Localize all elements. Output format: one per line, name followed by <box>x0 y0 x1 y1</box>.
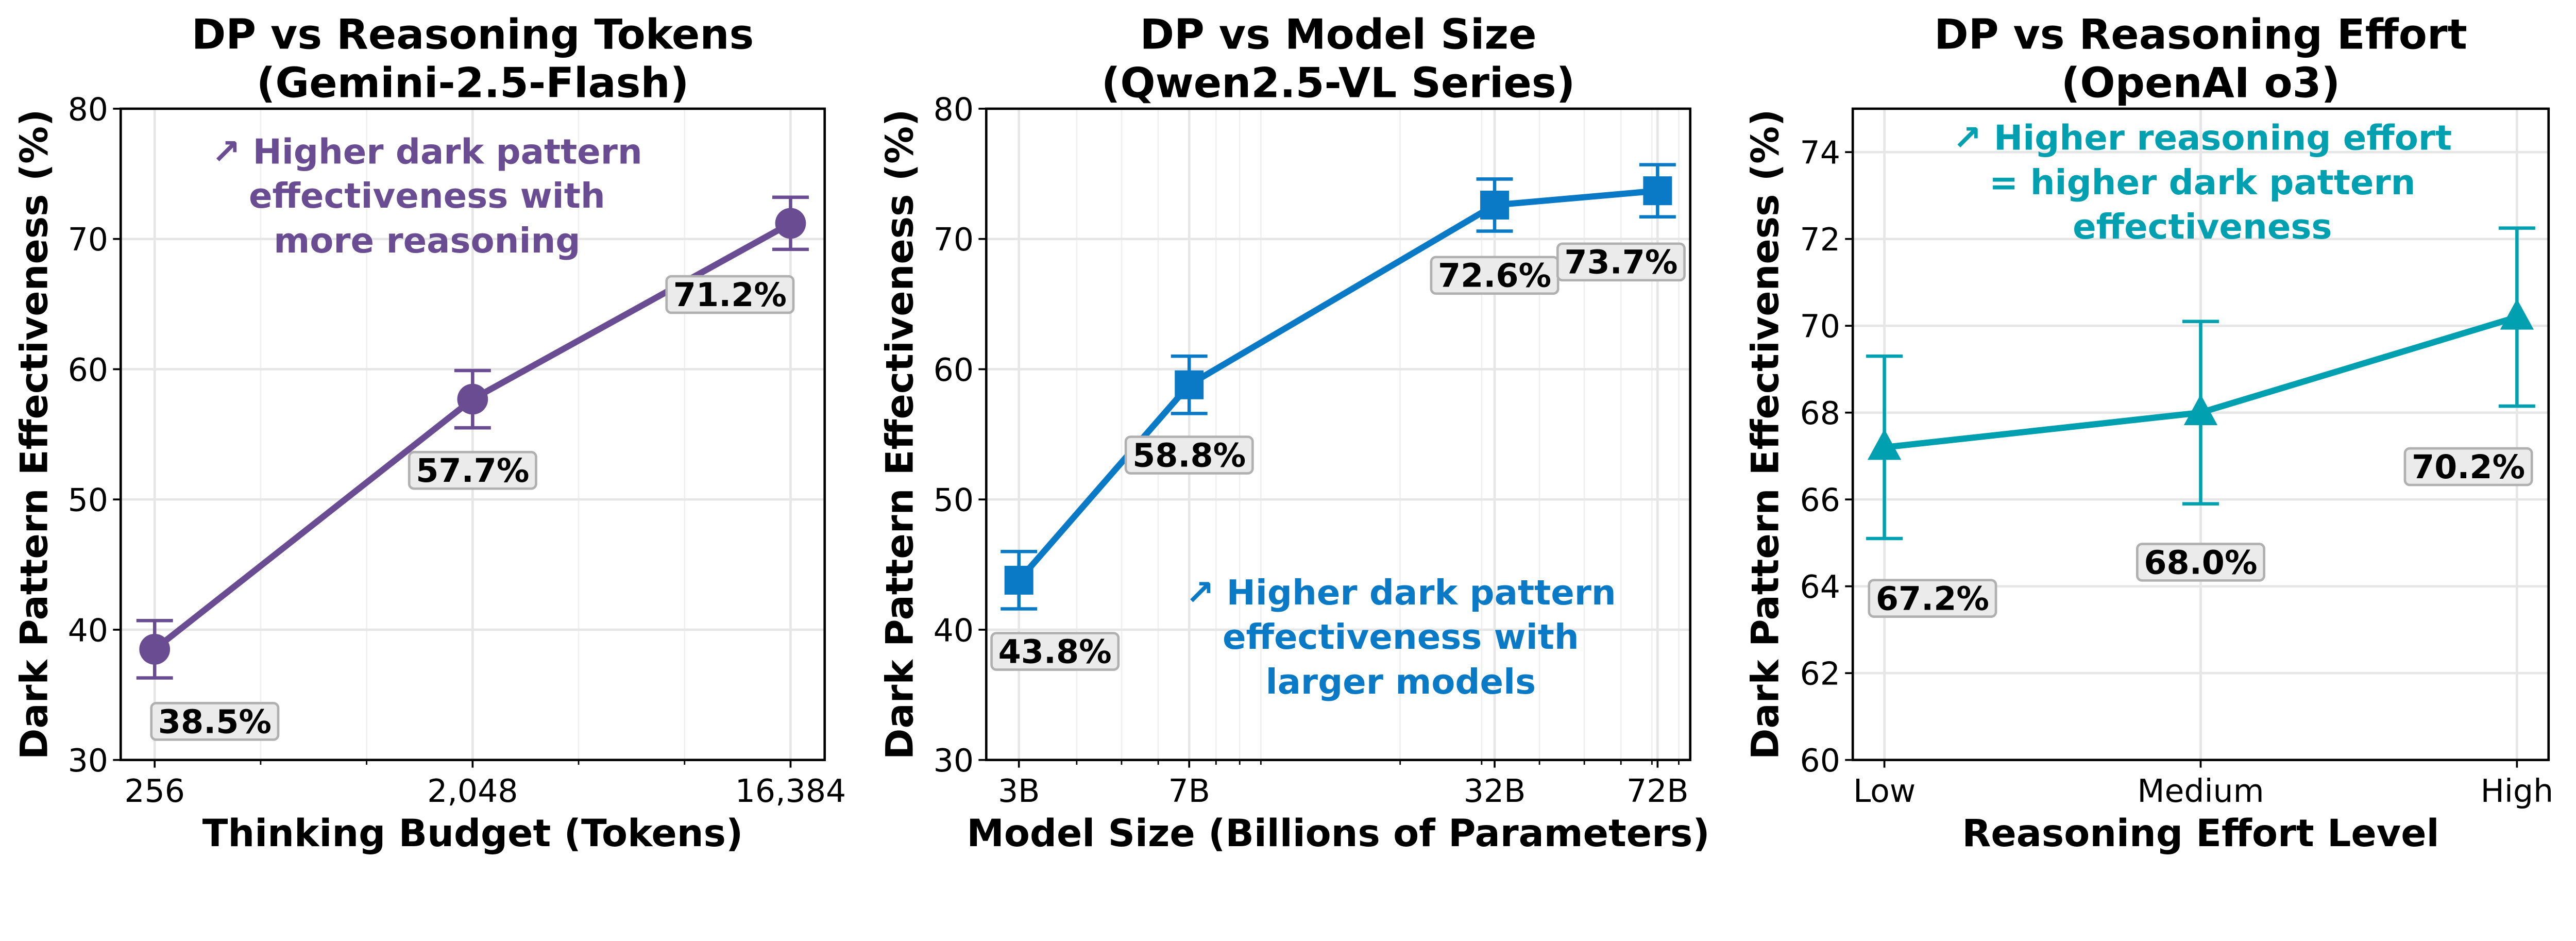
data-point <box>2500 298 2534 330</box>
chart-panel-2: 30 40 50 60 70 80 3B 7B 32B 72B DP vs Model Size(Q… <box>878 10 1709 855</box>
data-label-box <box>2403 447 2533 486</box>
y-tick-label: 72 <box>1800 221 1840 258</box>
chart-panel-1: 30 40 50 60 70 80 256 2,048 16,384 DP vs Reasonin… <box>12 10 846 855</box>
y-tick-label: 60 <box>1800 742 1840 779</box>
y-tick-label: 70 <box>68 221 108 258</box>
figure: 30 40 50 60 70 80 256 2,048 16,384 DP vs Reasonin… <box>12 10 2554 855</box>
x-tick-label: 16,384 <box>735 772 846 810</box>
data-label: 73.7% <box>1564 243 1677 281</box>
x-tick-label: 2,048 <box>427 772 518 810</box>
y-tick-label: 30 <box>934 742 974 779</box>
annotation-text: effectiveness <box>2073 207 2332 247</box>
x-axis-label: Thinking Budget (Tokens) <box>202 812 743 855</box>
y-tick-label: 68 <box>1800 395 1840 432</box>
x-tick-label: 32B <box>1464 772 1526 810</box>
y-tick-label: 40 <box>934 612 974 649</box>
data-label-box <box>408 450 537 490</box>
annotation-text: ↗ Higher dark pattern <box>212 131 642 172</box>
chart-title: DP vs Reasoning Effort <box>1934 10 2467 58</box>
data-point <box>1480 190 1510 220</box>
x-tick-label: 72B <box>1626 772 1689 810</box>
data-point <box>139 633 171 665</box>
chart-title: (Qwen2.5-VL Series) <box>1101 59 1575 107</box>
data-label: 58.8% <box>1132 436 1246 474</box>
data-label-box <box>150 702 280 741</box>
data-label: 57.7% <box>416 451 529 490</box>
data-point <box>2183 394 2218 425</box>
data-point <box>1004 565 1033 595</box>
annotation-text: larger models <box>1266 662 1536 702</box>
axes-frame <box>119 107 826 762</box>
x-axis-label: Reasoning Effort Level <box>1962 812 2439 855</box>
data-label-box <box>665 275 795 314</box>
annotation-text: effectiveness with <box>1223 617 1579 657</box>
data-label: 70.2% <box>2412 448 2525 486</box>
y-tick-label: 60 <box>68 351 108 389</box>
data-label: 67.2% <box>1876 580 1989 618</box>
x-tick-label: Medium <box>2137 772 2264 810</box>
x-tick-label: 7B <box>1168 772 1210 810</box>
y-tick-label: 74 <box>1800 135 1840 172</box>
annotation-text: more reasoning <box>274 221 580 261</box>
annotation-text: = higher dark pattern <box>1989 162 2415 203</box>
x-tick-label: Low <box>1853 772 1916 810</box>
y-tick-label: 60 <box>934 351 974 389</box>
y-tick-label: 30 <box>68 742 108 779</box>
series-line <box>1016 188 1658 582</box>
data-label-box <box>990 632 1120 671</box>
data-point <box>1643 176 1672 206</box>
axes-frame <box>985 107 1692 762</box>
chart-title: (Gemini-2.5-Flash) <box>257 59 689 107</box>
chart-title: (OpenAI o3) <box>2061 59 2340 107</box>
annotation-text: ↗ Higher reasoning effort <box>1953 117 2452 158</box>
y-tick-label: 70 <box>1800 308 1840 345</box>
y-axis-label: Dark Pattern Effectiveness (%) <box>878 109 922 760</box>
y-tick-label: 64 <box>1800 568 1840 606</box>
annotation-text: ↗ Higher dark pattern <box>1185 573 1616 613</box>
data-label: 38.5% <box>158 702 272 741</box>
axes-frame <box>1851 107 2550 762</box>
data-label-box <box>2136 543 2265 582</box>
data-label: 71.2% <box>673 276 787 314</box>
y-tick-label: 62 <box>1800 656 1840 693</box>
data-label-box <box>1556 242 1686 282</box>
y-tick-label: 40 <box>68 612 108 649</box>
data-label: 72.6% <box>1438 257 1551 295</box>
data-label: 68.0% <box>2144 543 2257 581</box>
y-tick-label: 50 <box>934 482 974 519</box>
data-label-box <box>1124 435 1254 475</box>
x-tick-label: 3B <box>998 772 1040 810</box>
data-point <box>457 383 488 415</box>
chart-title: DP vs Reasoning Tokens <box>192 10 754 58</box>
y-axis-label: Dark Pattern Effectiveness (%) <box>1744 109 1788 760</box>
chart-panel-3: 60 62 64 66 68 70 72 74 Low Medium High DP vs Reaso… <box>1744 10 2554 855</box>
chart-title: DP vs Model Size <box>1140 10 1536 58</box>
y-tick-label: 66 <box>1800 482 1840 519</box>
data-label-box <box>1868 579 1997 618</box>
y-tick-label: 80 <box>68 91 108 128</box>
x-tick-label: High <box>2481 772 2554 810</box>
data-label: 43.8% <box>998 632 1112 670</box>
y-axis-label: Dark Pattern Effectiveness (%) <box>12 109 56 760</box>
y-tick-label: 80 <box>934 91 974 128</box>
y-tick-label: 50 <box>68 482 108 519</box>
annotation-text: effectiveness with <box>249 176 605 216</box>
data-point <box>1867 429 1902 460</box>
data-point <box>1175 370 1204 399</box>
x-axis-label: Model Size (Billions of Parameters) <box>967 812 1709 855</box>
data-point <box>775 208 806 239</box>
x-tick-label: 256 <box>124 772 185 810</box>
y-tick-label: 70 <box>934 221 974 258</box>
